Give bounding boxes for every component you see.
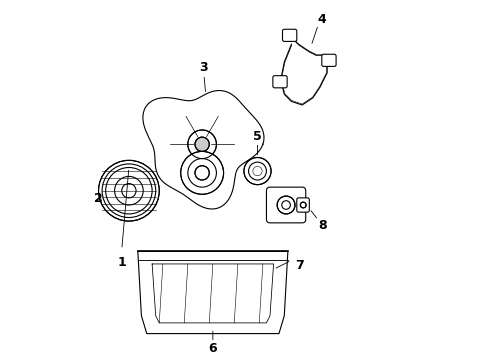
Circle shape [277, 196, 295, 214]
Text: 5: 5 [253, 130, 262, 143]
Text: 7: 7 [295, 258, 304, 271]
Text: 8: 8 [318, 219, 327, 232]
FancyBboxPatch shape [273, 76, 287, 88]
Circle shape [98, 160, 159, 221]
FancyBboxPatch shape [322, 54, 336, 66]
Circle shape [244, 157, 271, 185]
FancyBboxPatch shape [283, 29, 297, 41]
Polygon shape [281, 37, 327, 105]
FancyBboxPatch shape [267, 187, 306, 223]
Circle shape [181, 152, 223, 194]
Circle shape [300, 202, 306, 208]
Text: 1: 1 [118, 256, 126, 269]
Polygon shape [143, 90, 264, 209]
Text: 3: 3 [199, 61, 208, 74]
Circle shape [188, 130, 217, 158]
Text: 2: 2 [94, 192, 103, 205]
Circle shape [195, 166, 209, 180]
Text: 6: 6 [209, 342, 217, 355]
Text: 4: 4 [318, 13, 326, 27]
FancyBboxPatch shape [297, 198, 309, 212]
Polygon shape [138, 251, 288, 334]
Circle shape [195, 137, 209, 152]
